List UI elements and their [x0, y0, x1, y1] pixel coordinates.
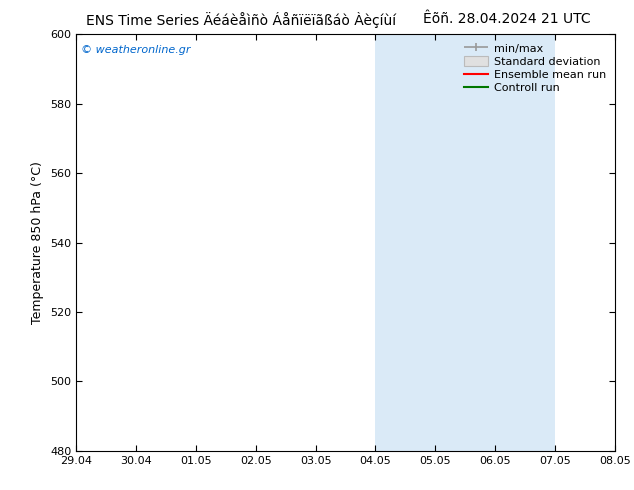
Text: © weatheronline.gr: © weatheronline.gr — [81, 45, 191, 55]
Bar — [495, 34, 555, 451]
Legend: min/max, Standard deviation, Ensemble mean run, Controll run: min/max, Standard deviation, Ensemble me… — [460, 40, 609, 97]
Text: ENS Time Series Äéáèåìñò Áåñïëïãßáò Àèçíùí: ENS Time Series Äéáèåìñò Áåñïëïãßáò Àèçí… — [86, 12, 396, 28]
Bar — [375, 34, 495, 451]
Y-axis label: Temperature 850 hPa (°C): Temperature 850 hPa (°C) — [32, 161, 44, 324]
Text: Êõñ. 28.04.2024 21 UTC: Êõñ. 28.04.2024 21 UTC — [424, 12, 591, 26]
